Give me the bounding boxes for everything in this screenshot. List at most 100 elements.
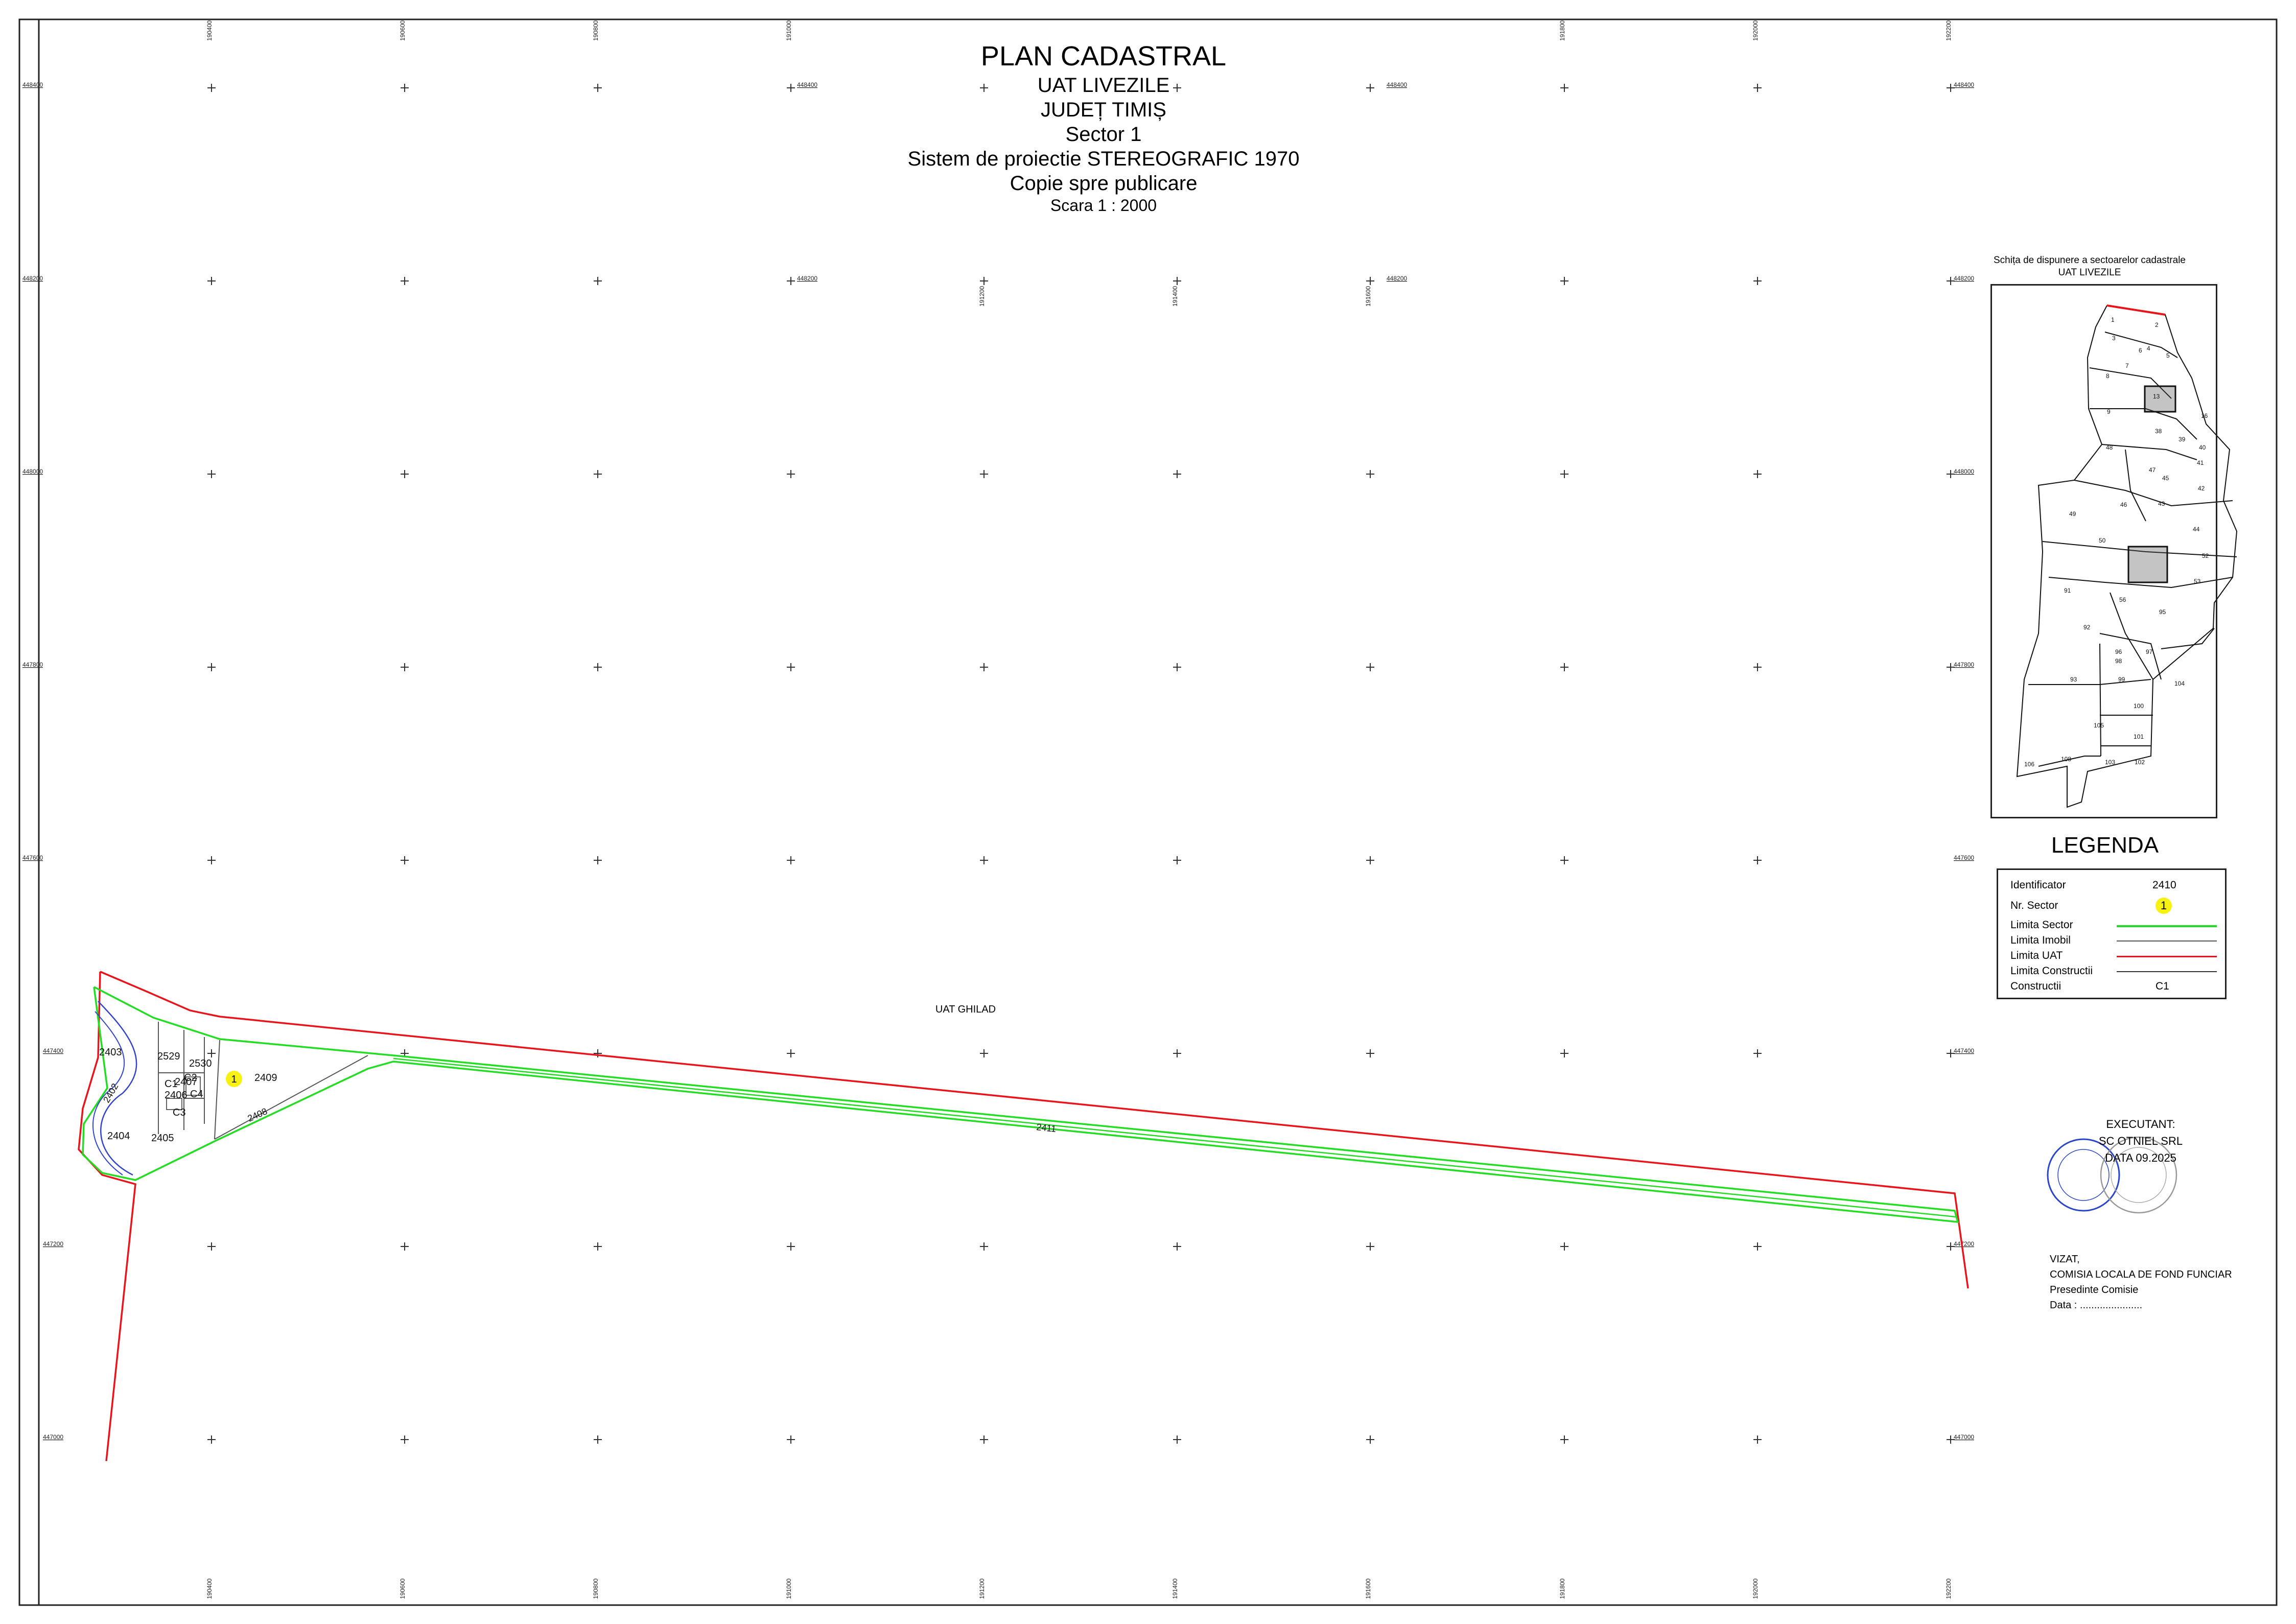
legend-box: Identificator 2410 Nr. Sector 1 Limita S… (1997, 868, 2227, 999)
uat-name: UAT LIVEZILE (1037, 74, 1170, 97)
inset-sector-number: 52 (2202, 552, 2209, 559)
inset-sector-sketch (2016, 304, 2238, 808)
sector-marker: 1 (226, 1071, 242, 1087)
grid-y-label: 447200 (43, 1240, 63, 1248)
inset-title-line2: UAT LIVEZILE (2058, 267, 2121, 278)
grid-cross (1947, 1242, 1955, 1251)
legend-sector-line (2117, 925, 2217, 927)
publication-copy: Copie spre publicare (1010, 172, 1198, 195)
grid-cross (207, 84, 216, 92)
parcel-2403: 2403 (99, 1047, 122, 1058)
inset-sector-number: 3 (2112, 335, 2116, 342)
legend-identificator-value: 2410 (2152, 879, 2176, 891)
inset-sector-number: 53 (2194, 578, 2201, 585)
construction-outlines (166, 1076, 201, 1110)
grid-cross (1366, 856, 1374, 864)
grid-y-label: 447200 (1954, 1240, 1974, 1248)
vizat-date: Data : ...................... (2050, 1300, 2143, 1311)
grid-cross (1173, 856, 1181, 864)
grid-cross (787, 1049, 795, 1057)
grid-cross (594, 84, 602, 92)
grid-x-labels-bottom: 190400 190600 190800 191000 191200 19140… (206, 1579, 1952, 1599)
grid-cross (1753, 663, 1762, 671)
grid-cross (1173, 1435, 1181, 1444)
executant-label: EXECUTANT: (2106, 1118, 2175, 1131)
vizat-commission: COMISIA LOCALA DE FOND FUNCIAR (2050, 1269, 2232, 1280)
grid-x-label: 192200 (1945, 20, 1952, 41)
inset-sector-number: 2 (2155, 321, 2159, 328)
executant-block: EXECUTANT: SC OTNIEL SRL DATA 09.2025 (2064, 1116, 2217, 1166)
grid-cross (1366, 1435, 1374, 1444)
inset-sector-number: 50 (2099, 537, 2106, 544)
inset-sector-number: 97 (2146, 648, 2153, 655)
grid-y-label: 448200 (797, 275, 817, 282)
grid-cross (787, 663, 795, 671)
grid-cross (1753, 84, 1762, 92)
sector-boundary (82, 986, 1959, 1223)
grid-cross (980, 1242, 988, 1251)
parcel-2404: 2404 (107, 1131, 130, 1142)
grid-cross (1753, 1242, 1762, 1251)
map-scale: Scara 1 : 2000 (1050, 196, 1157, 215)
inset-sector-number: 5 (2166, 352, 2170, 359)
sector-marker-label: 1 (231, 1074, 237, 1085)
grid-y-label: 448400 (22, 81, 43, 88)
inset-sector-number: 92 (2083, 624, 2091, 631)
inset-sector-number: 91 (2064, 587, 2071, 594)
inset-sector-number: 95 (2159, 608, 2166, 616)
inset-sector-number: 48 (2106, 444, 2113, 451)
grid-x-label: 190600 (399, 1579, 406, 1599)
grid-cross (1753, 470, 1762, 478)
inset-sector-number: 39 (2178, 436, 2186, 443)
inset-sector-number: 8 (2106, 372, 2110, 380)
grid-y-label: 447800 (22, 661, 43, 668)
inset-sector-number: 42 (2198, 485, 2205, 492)
vizat-label: VIZAT, (2050, 1254, 2080, 1265)
grid-y-label: 447400 (1954, 1047, 1974, 1054)
legend-limita-sector: Limita Sector (2010, 919, 2073, 931)
sheet-border (18, 18, 2278, 1606)
vizat-block: VIZAT, COMISIA LOCALA DE FOND FUNCIAR Pr… (2050, 1252, 2232, 1313)
grid-cross (1173, 663, 1181, 671)
grid-cross (980, 1049, 988, 1057)
grid-cross (594, 1242, 602, 1251)
grid-cross (1947, 84, 1955, 92)
executant-date: DATA 09.2025 (2105, 1151, 2176, 1164)
legend-sector-marker: 1 (2156, 898, 2172, 914)
grid-cross (787, 84, 795, 92)
inset-sector-number: 100 (2134, 702, 2144, 710)
grid-cross (401, 277, 409, 285)
construction-c3: C3 (173, 1107, 186, 1118)
parcel-2530: 2530 (189, 1058, 212, 1069)
grid-cross (1753, 856, 1762, 864)
grid-cross (1560, 84, 1568, 92)
inset-sector-number: 13 (2153, 393, 2160, 400)
grid-cross (1173, 470, 1181, 478)
grid-cross (1560, 1435, 1568, 1444)
legend-nr-sector: Nr. Sector (2010, 900, 2058, 911)
grid-cross (401, 1242, 409, 1251)
grid-cross (1753, 1435, 1762, 1444)
grid-cross (980, 856, 988, 864)
grid-cross (787, 1242, 795, 1251)
grid-cross (1560, 1242, 1568, 1251)
grid-cross (1947, 470, 1955, 478)
grid-cross (594, 856, 602, 864)
legend-identificator: Identificator (2010, 879, 2066, 891)
legend-uat-line (2117, 956, 2217, 957)
inset-sector-number: 46 (2120, 501, 2127, 508)
grid-cross (1173, 84, 1181, 92)
grid-y-label: 448000 (22, 468, 43, 475)
county-name: JUDEȚ TIMIȘ (1041, 98, 1166, 121)
grid-x-label: 190400 (206, 1579, 213, 1599)
grid-x-labels-top: 190400 190600 190800 191000 191800 19200… (206, 20, 1952, 41)
grid-x-label: 191200 (978, 1579, 986, 1599)
inset-sector-number: 9 (2107, 408, 2111, 415)
legend-title: LEGENDA (2051, 833, 2159, 858)
inset-sector-number: 101 (2134, 733, 2144, 740)
grid-cross (1753, 277, 1762, 285)
grid-y-label: 447000 (43, 1433, 63, 1441)
inset-sector-number: 7 (2125, 362, 2129, 369)
inset-sector-number: 56 (2119, 596, 2126, 603)
grid-cross (1947, 663, 1955, 671)
